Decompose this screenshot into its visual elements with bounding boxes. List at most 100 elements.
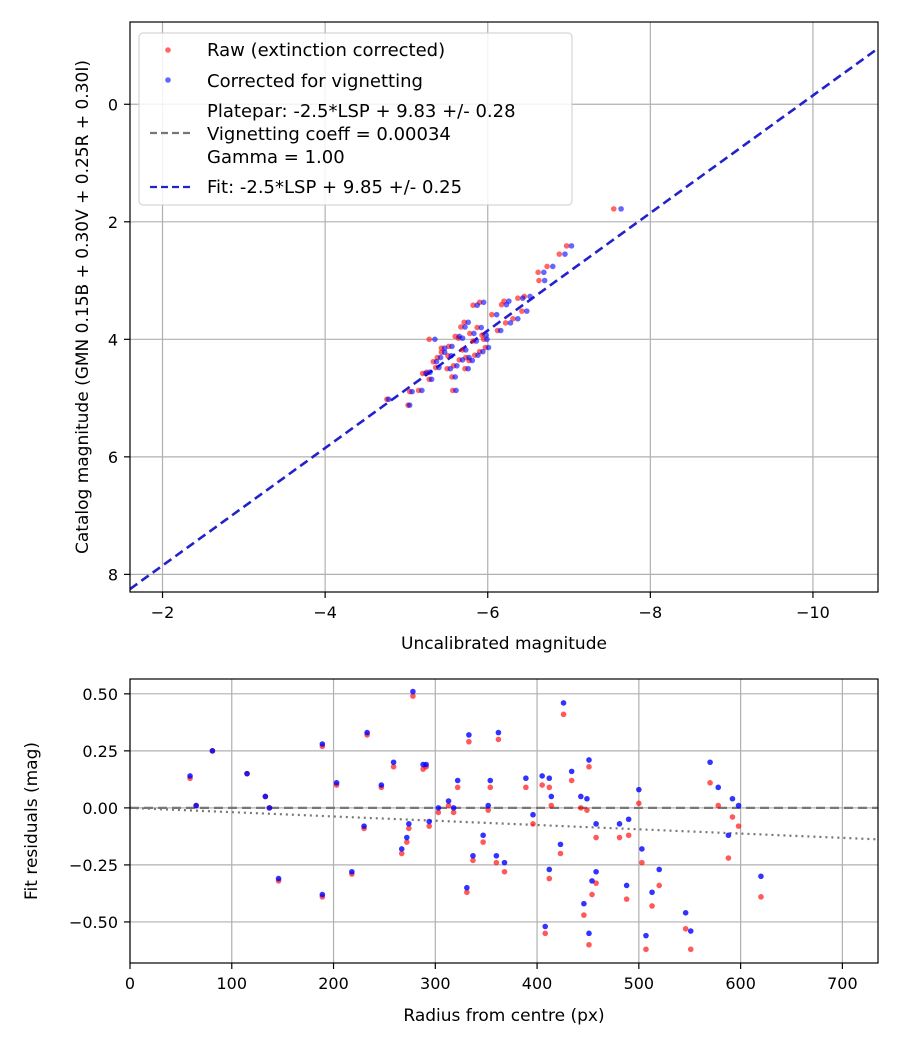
corrected-point [541, 277, 548, 284]
corrected-residual-point [586, 757, 592, 763]
corrected-residual-point [687, 928, 694, 934]
corrected-point [478, 324, 485, 331]
legend-fit-label: Fit: -2.5*LSP + 9.85 +/- 0.25 [207, 177, 462, 198]
corrected-point [480, 299, 487, 306]
bottom-x-tick-label: 0 [125, 974, 135, 993]
raw-residual-point [398, 850, 405, 857]
corrected-residual-point [523, 775, 529, 782]
raw-residual-point [581, 912, 587, 918]
raw-residual-point [586, 764, 592, 770]
corrected-point [474, 302, 480, 309]
top-y-tick-label: 6 [108, 448, 118, 467]
corrected-residual-point [445, 798, 452, 804]
bottom-x-axis-label: Radius from centre (px) [403, 1006, 604, 1026]
corrected-residual-point [623, 882, 630, 889]
corrected-residual-point [485, 802, 492, 809]
bottom-x-tick-label: 600 [725, 974, 756, 993]
corrected-residual-point [495, 729, 502, 736]
corrected-residual-point [593, 868, 599, 875]
raw-residual-point [435, 809, 442, 816]
raw-point [458, 324, 464, 330]
top-y-tick-label: 0 [108, 95, 118, 114]
corrected-residual-point [643, 932, 649, 939]
raw-point [461, 319, 467, 326]
corrected-residual-point [586, 930, 592, 937]
raw-residual-point [584, 807, 590, 813]
raw-residual-point [530, 821, 536, 827]
corrected-point [449, 343, 455, 350]
top-x-tick-label: −10 [796, 603, 830, 622]
corrected-point [523, 308, 530, 314]
raw-residual-point [735, 823, 742, 829]
raw-point [515, 295, 521, 301]
raw-residual-point [649, 903, 655, 909]
corrected-residual-point [546, 866, 553, 873]
corrected-point [515, 315, 521, 322]
corrected-point [441, 349, 448, 356]
corrected-point [462, 347, 469, 353]
raw-residual-point [450, 809, 457, 816]
corrected-residual-point [464, 884, 470, 891]
top-x-tick-label: −2 [151, 603, 175, 622]
corrected-residual-point [682, 910, 689, 916]
corrected-residual-point [581, 900, 587, 907]
top-y-tick-label: 2 [108, 213, 118, 232]
corrected-point [497, 327, 504, 334]
bottom-y-tick-label: 0.50 [82, 685, 118, 704]
corrected-residual-point [584, 795, 590, 802]
raw-point [474, 324, 480, 331]
corrected-point [437, 354, 444, 361]
corrected-residual-point [735, 802, 742, 809]
raw-residual-point [487, 784, 494, 791]
corrected-residual-point [364, 729, 370, 736]
corrected-residual-point [187, 773, 193, 779]
bottom-x-tick-label: 300 [420, 974, 451, 993]
bottom-y-tick-label: −0.25 [69, 856, 118, 875]
corrected-residual-point [266, 805, 273, 811]
corrected-residual-point [715, 784, 722, 791]
corrected-residual-point [568, 768, 575, 775]
corrected-residual-point [333, 779, 340, 786]
raw-point [426, 336, 433, 343]
corrected-point [441, 345, 448, 351]
corrected-point [471, 330, 477, 337]
raw-point [563, 243, 570, 249]
corrected-point [432, 336, 438, 343]
corrected-point [453, 387, 459, 394]
raw-residual-point [501, 868, 508, 875]
raw-point [470, 302, 476, 309]
raw-residual-point [593, 880, 599, 886]
raw-residual-point [715, 802, 722, 809]
corrected-residual-point [470, 852, 476, 859]
corrected-residual-point [546, 775, 553, 782]
raw-point [502, 320, 509, 326]
raw-residual-point [758, 894, 764, 900]
raw-point [556, 251, 563, 257]
raw-residual-point [593, 834, 599, 841]
top-y-axis-label: Catalog magnitude (GMN 0.15B + 0.30V + 0… [73, 60, 93, 554]
bottom-x-tick-label: 400 [522, 974, 553, 993]
corrected-residual-point [493, 852, 500, 859]
corrected-residual-point [410, 688, 416, 695]
raw-residual-point [707, 779, 713, 786]
raw-residual-point [586, 941, 592, 948]
raw-residual-point [725, 855, 732, 861]
corrected-point [409, 388, 415, 395]
legend-corrected-label: Corrected for vignetting [207, 71, 423, 92]
raw-residual-point [589, 891, 595, 898]
raw-residual-point [495, 736, 502, 743]
raw-point [544, 263, 550, 270]
raw-residual-point [643, 946, 649, 953]
corrected-point [503, 301, 510, 308]
raw-residual-point [539, 782, 545, 788]
raw-residual-point [636, 800, 642, 807]
corrected-point [423, 370, 429, 377]
raw-residual-point [568, 777, 575, 784]
raw-residual-point [625, 832, 632, 839]
corrected-point [448, 352, 454, 359]
corrected-residual-point [426, 818, 433, 825]
corrected-residual-point [729, 795, 736, 802]
raw-point [467, 330, 473, 337]
